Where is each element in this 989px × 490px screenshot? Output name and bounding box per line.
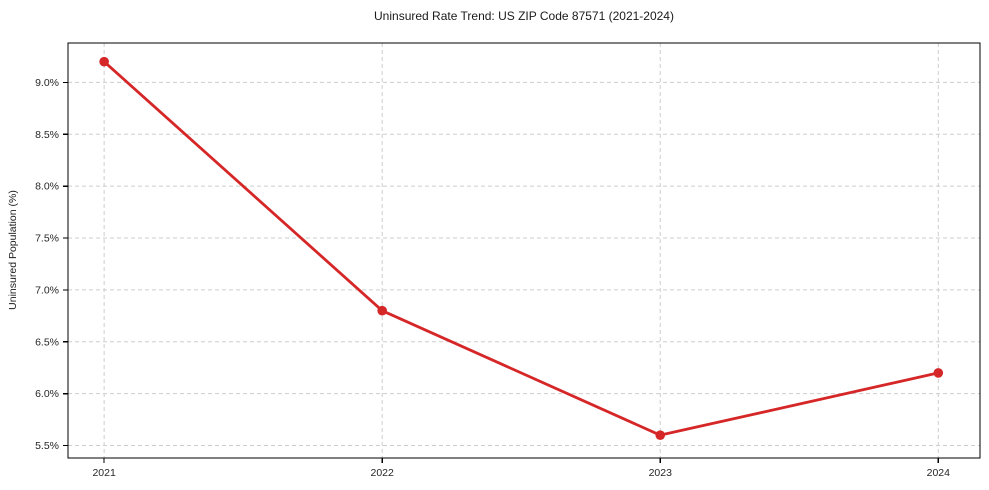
y-tick-label: 9.0% <box>35 77 59 89</box>
data-point-2021 <box>99 56 109 67</box>
y-tick-label: 6.0% <box>35 388 59 400</box>
x-tick-label: 2021 <box>92 467 116 479</box>
plot-border <box>67 42 981 459</box>
x-tick-label: 2022 <box>371 467 395 479</box>
trend-line <box>102 60 940 437</box>
data-point-2022 <box>377 305 387 316</box>
y-tick-label: 8.0% <box>35 181 59 193</box>
y-tick-label: 6.5% <box>35 336 59 348</box>
y-tick-label: 7.0% <box>35 284 59 296</box>
data-point-2023 <box>655 430 666 440</box>
data-point-2024 <box>933 368 944 378</box>
x-tick-label: 2023 <box>649 467 673 479</box>
y-tick-label: 5.5% <box>35 440 59 452</box>
chart-title: Uninsured Rate Trend: US ZIP Code 87571 … <box>374 9 674 23</box>
y-tick-label: 7.5% <box>35 233 59 245</box>
y-tick-label: 8.5% <box>35 129 59 141</box>
x-tick-label: 2024 <box>927 467 951 479</box>
